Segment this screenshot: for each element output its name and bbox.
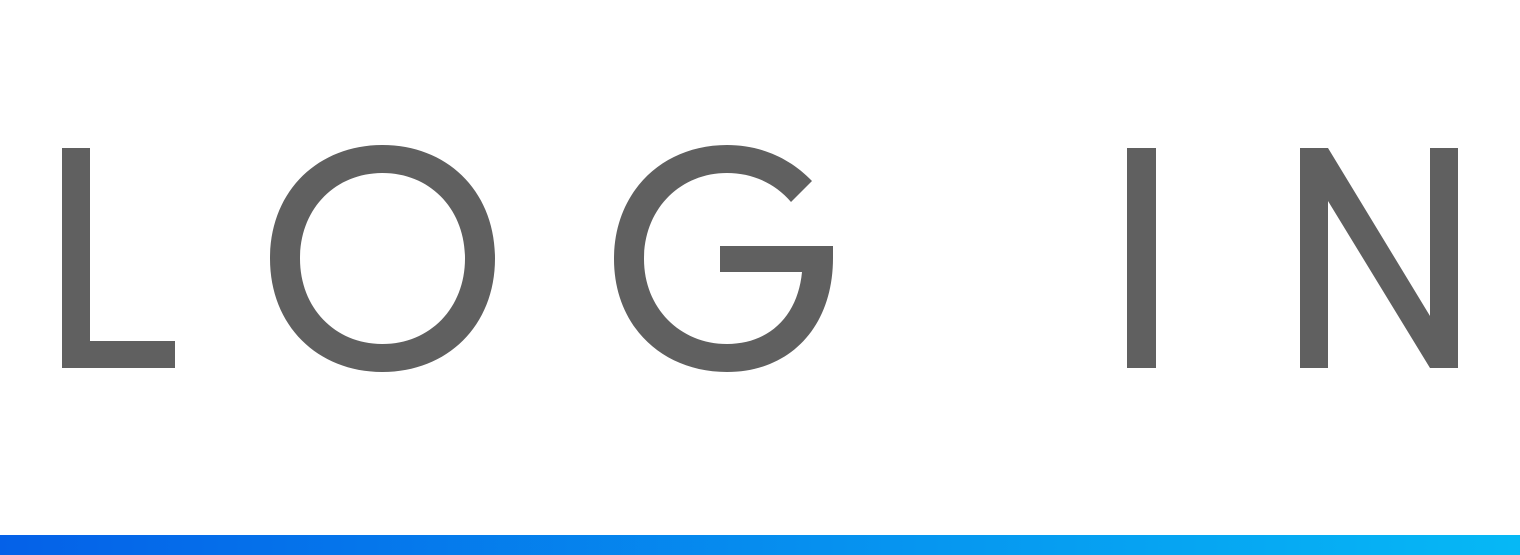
letter-o [270, 145, 495, 372]
letter-l [62, 148, 175, 368]
login-underline-bar [0, 535, 1520, 555]
letter-g [614, 145, 833, 372]
letter-i [1127, 148, 1156, 368]
letter-n [1300, 148, 1458, 368]
